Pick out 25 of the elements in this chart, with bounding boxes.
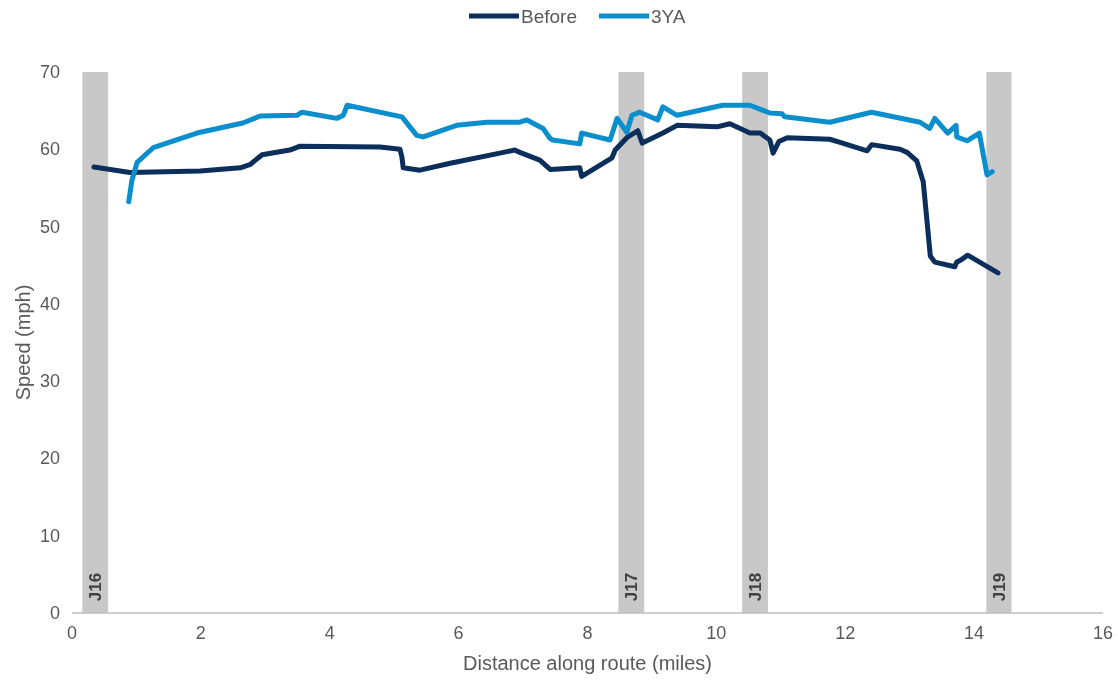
x-tick-label: 4 — [324, 623, 335, 643]
y-axis-title: Speed (mph) — [12, 284, 34, 401]
band-label: J16 — [86, 572, 106, 602]
y-tick-label: 40 — [39, 293, 60, 314]
band-label: J17 — [622, 572, 642, 602]
legend-label: 3YA — [651, 6, 686, 27]
y-tick-label: 60 — [39, 139, 60, 160]
x-tick-label: 6 — [453, 623, 464, 643]
y-tick-label: 0 — [49, 603, 60, 623]
x-tick-label: 0 — [66, 623, 78, 643]
legend-label: Before — [521, 6, 577, 27]
x-tick-label: 10 — [706, 623, 727, 643]
y-tick-label: 70 — [39, 62, 60, 82]
x-axis-title: Distance along route (miles) — [463, 652, 712, 674]
x-tick-label: 12 — [835, 623, 856, 643]
band-label: J19 — [989, 572, 1009, 602]
band-label: J18 — [746, 572, 766, 602]
y-tick-label: 50 — [39, 216, 60, 237]
x-tick-label: 14 — [964, 623, 985, 643]
y-tick-label: 20 — [39, 448, 60, 469]
x-tick-label: 8 — [582, 623, 593, 643]
x-tick-label: 2 — [195, 623, 206, 643]
y-tick-label: 10 — [39, 525, 60, 546]
x-tick-label: 16 — [1092, 623, 1114, 643]
y-tick-label: 30 — [39, 371, 60, 392]
